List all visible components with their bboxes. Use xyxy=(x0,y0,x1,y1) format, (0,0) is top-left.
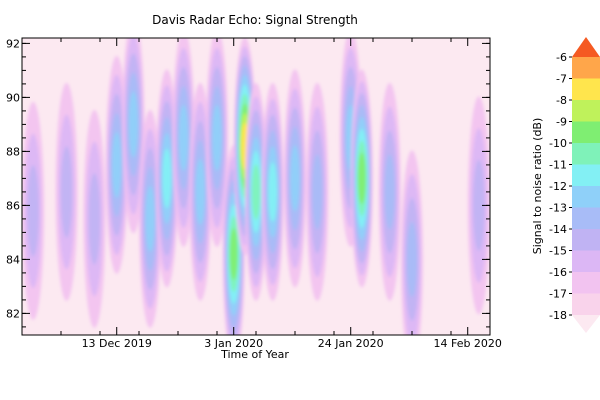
colorbar-segment xyxy=(572,229,600,251)
signal-column xyxy=(284,69,306,288)
x-tick-label: 14 Feb 2020 xyxy=(433,337,501,350)
signal-band xyxy=(212,104,222,171)
signal-column xyxy=(22,101,45,320)
colorbar-tick-label: -8 xyxy=(556,94,567,107)
signal-column xyxy=(261,82,284,301)
signal-band xyxy=(357,152,366,205)
colorbar-segment xyxy=(572,186,600,208)
signal-column xyxy=(189,82,212,301)
chart-title: Davis Radar Echo: Signal Strength xyxy=(152,13,358,27)
x-tick-label: 24 Jan 2020 xyxy=(318,337,384,350)
colorbar-segment xyxy=(572,100,600,122)
colorbar-tick-label: -11 xyxy=(549,159,567,172)
colorbar-tick-label: -12 xyxy=(549,180,567,193)
colorbar-tick-label: -16 xyxy=(549,266,567,279)
x-tick-label: 3 Jan 2020 xyxy=(204,337,263,350)
colorbar-tick-label: -7 xyxy=(556,73,567,86)
y-tick-label: 82 xyxy=(6,307,20,320)
signal-column xyxy=(350,69,373,288)
signal-band xyxy=(384,154,395,230)
signal-band xyxy=(473,159,485,252)
signal-band xyxy=(195,158,205,225)
signal-band xyxy=(88,173,101,265)
colorbar-segment xyxy=(572,121,600,143)
signal-column xyxy=(83,109,106,328)
x-axis: 13 Dec 2019 3 Jan 2020 24 Jan 2020 14 Feb 2… xyxy=(21,38,502,350)
signal-band xyxy=(162,148,172,209)
y-tick-label: 88 xyxy=(6,145,20,158)
x-tick-label: 13 Dec 2019 xyxy=(82,337,152,350)
signal-band xyxy=(178,104,189,171)
signal-band xyxy=(251,164,261,220)
colorbar-segment xyxy=(572,293,600,315)
colorbar-tick-label: -14 xyxy=(549,223,567,236)
signal-band xyxy=(128,91,139,158)
colorbar-tick-label: -9 xyxy=(556,116,567,129)
signal-band xyxy=(60,146,73,238)
signal-band xyxy=(268,162,278,222)
signal-column xyxy=(139,109,162,328)
signal-column xyxy=(172,38,195,247)
signal-band xyxy=(27,165,39,257)
signal-band xyxy=(112,131,122,198)
colorbar-segment xyxy=(572,250,600,272)
colorbar-tick-label: -18 xyxy=(549,309,567,322)
y-tick-label: 92 xyxy=(6,37,20,50)
signal-field xyxy=(22,38,490,335)
signal-column xyxy=(245,82,267,301)
colorbar-tick-label: -10 xyxy=(549,137,567,150)
colorbar-segment xyxy=(572,143,600,165)
signal-column xyxy=(401,150,423,335)
y-axis: 82 84 86 88 90 92 xyxy=(6,37,490,328)
signal-band xyxy=(229,228,238,280)
colorbar-tick-label: -15 xyxy=(549,245,567,258)
colorbar-segment xyxy=(572,164,600,186)
colorbar-tick-label: -6 xyxy=(556,51,567,64)
colorbar-segment xyxy=(572,78,600,100)
x-axis-label: Time of Year xyxy=(220,348,289,361)
colorbar-segment xyxy=(572,207,600,229)
signal-column xyxy=(105,55,128,274)
colorbar-label: Signal to noise ratio (dB) xyxy=(531,118,544,255)
colorbar-extend-top xyxy=(572,37,600,57)
signal-column xyxy=(55,82,78,301)
colorbar-tick-label: -13 xyxy=(549,202,567,215)
signal-column xyxy=(306,82,329,301)
signal-column xyxy=(378,82,401,301)
y-tick-label: 86 xyxy=(6,199,20,212)
signal-band xyxy=(407,221,417,298)
colorbar-segment xyxy=(572,57,600,79)
signal-band xyxy=(290,145,300,212)
y-tick-label: 90 xyxy=(6,91,20,104)
signal-band xyxy=(312,154,323,230)
signal-column xyxy=(122,38,145,234)
signal-column xyxy=(155,69,178,288)
signal-band xyxy=(145,185,155,252)
signal-column xyxy=(206,38,228,247)
colorbar: -18 -17 -16 -15 -14 -13 -12 -11 -10 -9 -8 -7 -6 xyxy=(549,37,600,333)
colorbar-tick-label: -17 xyxy=(549,288,567,301)
colorbar-extend-bottom xyxy=(572,315,600,333)
y-tick-label: 84 xyxy=(6,253,20,266)
colorbar-segment xyxy=(572,272,600,294)
